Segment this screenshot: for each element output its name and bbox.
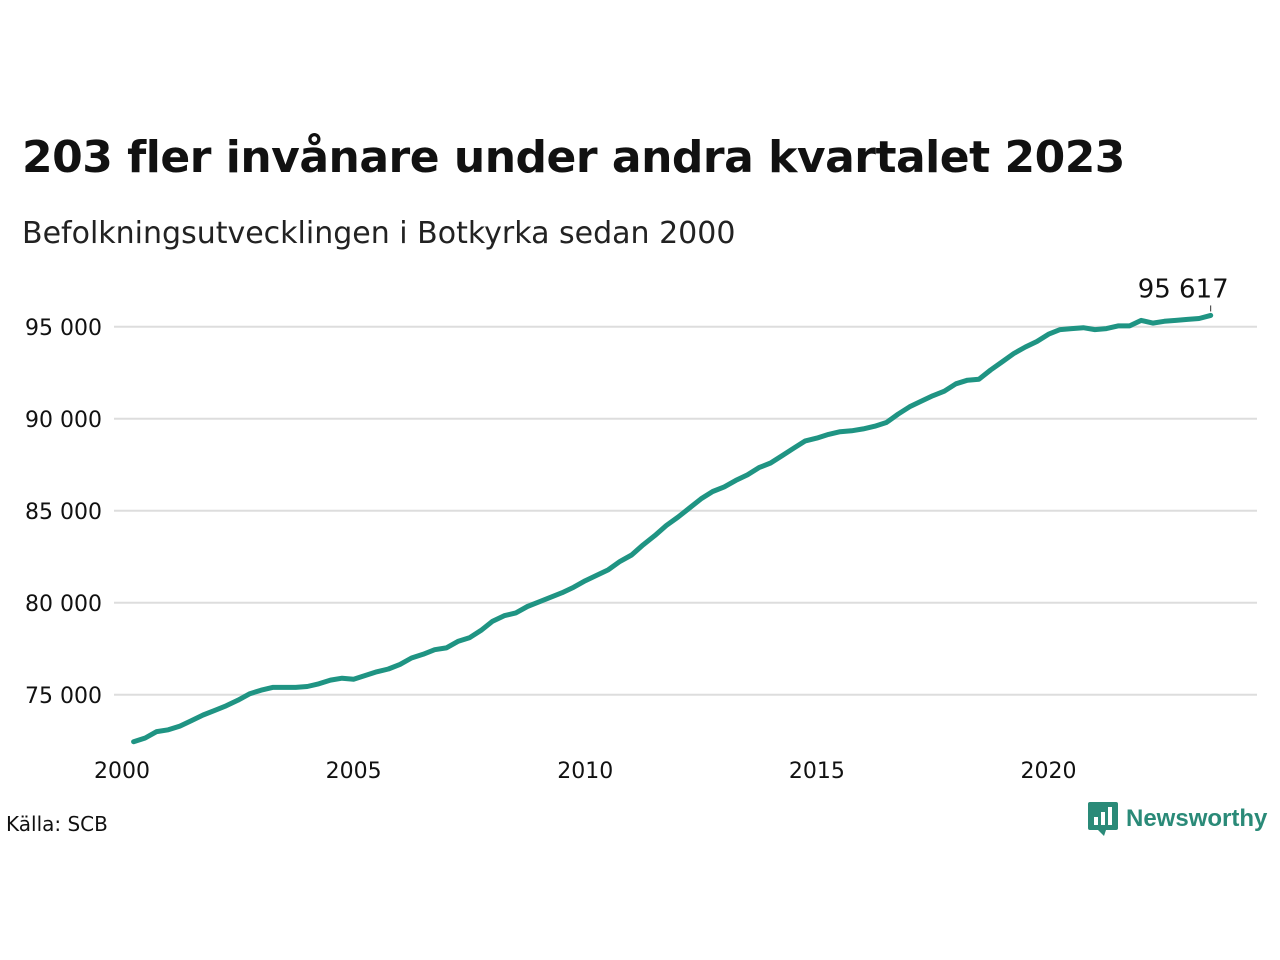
chart-title: 203 fler invånare under andra kvartalet … xyxy=(22,132,1125,183)
y-tick-label: 80 000 xyxy=(25,592,102,617)
brand-name: Newsworthy xyxy=(1126,805,1268,832)
x-tick-label: 2010 xyxy=(557,759,613,784)
x-tick-label: 2000 xyxy=(94,759,150,784)
x-tick-label: 2020 xyxy=(1021,759,1077,784)
x-tick-label: 2005 xyxy=(326,759,382,784)
y-tick-label: 95 000 xyxy=(25,316,102,341)
y-tick-label: 75 000 xyxy=(25,684,102,709)
y-tick-label: 90 000 xyxy=(25,408,102,433)
newsworthy-logo-icon xyxy=(1088,802,1118,836)
x-tick-label: 2015 xyxy=(789,759,845,784)
chart-subtitle: Befolkningsutvecklingen i Botkyrka sedan… xyxy=(22,216,736,251)
brand-logo[interactable]: Newsworthy xyxy=(1088,802,1267,836)
y-tick-label: 85 000 xyxy=(25,500,102,525)
source-note: Källa: SCB xyxy=(6,812,108,836)
series-line xyxy=(131,312,1214,745)
end-value-label: 95 617 xyxy=(1138,274,1229,304)
